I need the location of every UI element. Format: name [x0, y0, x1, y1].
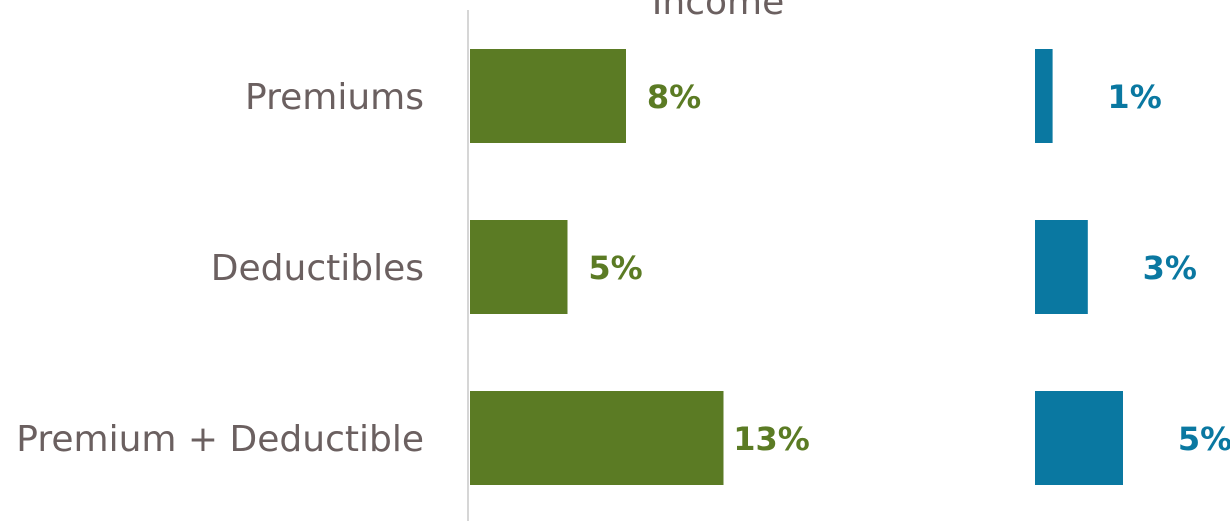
category-labels: Premiums Deductibles Premium + Deductible	[16, 77, 424, 460]
bar-series-2-deductibles	[1035, 220, 1088, 314]
data-label-series-2-premium-deductible: 5%	[1178, 420, 1230, 458]
data-labels: 8% 5% 13% 1% 3% 5%	[588, 78, 1230, 458]
bar-series-1-premium-deductible	[470, 391, 724, 485]
panel-title: Income	[652, 0, 784, 23]
category-label-deductibles: Deductibles	[211, 248, 424, 289]
data-label-series-2-deductibles: 3%	[1143, 249, 1197, 287]
data-label-series-1-deductibles: 5%	[588, 249, 642, 287]
data-label-series-1-premium-deductible: 13%	[733, 420, 810, 458]
bar-series-1-deductibles	[470, 220, 568, 314]
bar-series-2-premium-deductible	[1035, 391, 1123, 485]
category-label-premiums: Premiums	[245, 77, 424, 118]
bars	[470, 49, 1123, 485]
bar-series-2-premiums	[1035, 49, 1053, 143]
data-label-series-1-premiums: 8%	[647, 78, 701, 116]
bar-series-1-premiums	[470, 49, 626, 143]
category-label-premium-deductible: Premium + Deductible	[16, 419, 424, 460]
data-label-series-2-premiums: 1%	[1107, 78, 1161, 116]
